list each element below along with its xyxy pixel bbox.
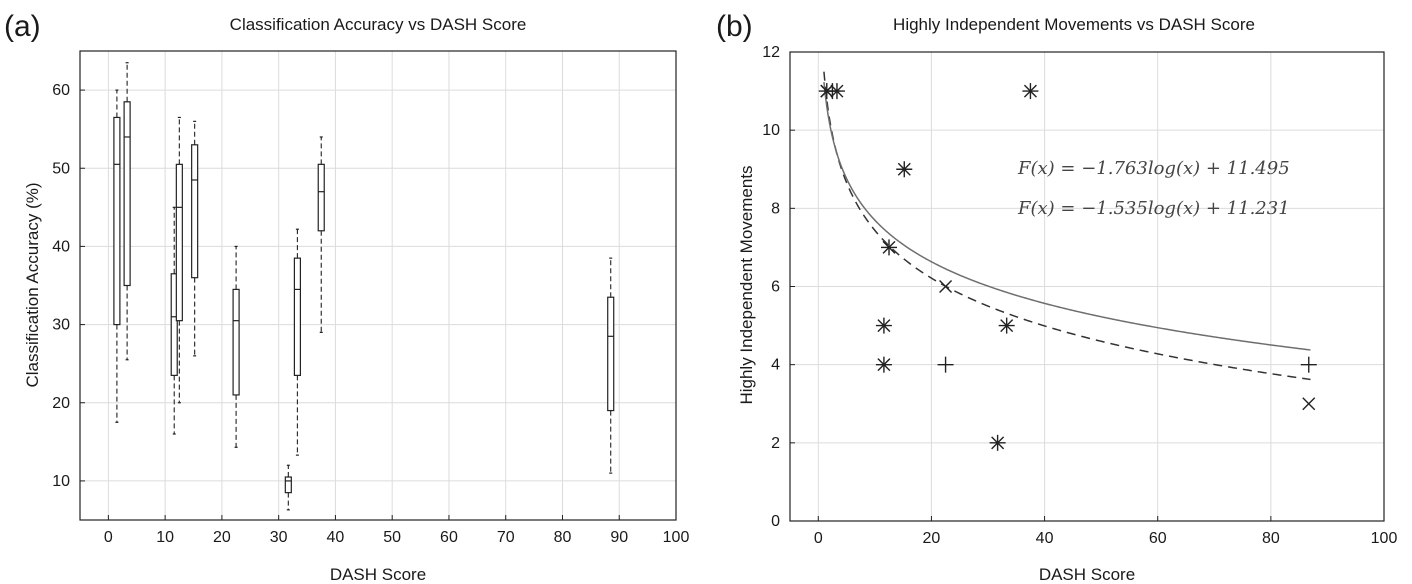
- box-plot: [175, 116, 183, 404]
- plus-marker: [1300, 356, 1317, 373]
- chart-b-y-tick-label: 8: [771, 200, 780, 217]
- chart-b-y-tick-label: 6: [771, 279, 780, 296]
- chart-a-x-axis-label: DASH Score: [330, 565, 426, 584]
- box-iqr: [293, 257, 301, 376]
- box-plot: [170, 206, 178, 435]
- box-iqr: [170, 273, 178, 376]
- chart-a-x-tick-label: 0: [104, 529, 113, 546]
- chart-a-y-tick-label: 60: [52, 82, 70, 99]
- chart-b-y-axis-label: Highly Independent Movements: [737, 165, 756, 404]
- box-iqr: [232, 288, 240, 396]
- chart-a-y-tick-label: 10: [52, 473, 70, 490]
- chart-a-y-tick-label: 40: [52, 238, 70, 255]
- chart-a-x-tick-label: 30: [270, 529, 288, 546]
- plus-marker: [937, 356, 954, 373]
- chart-a-x-tick-label: 60: [440, 529, 458, 546]
- chart-a-x-tick-label: 100: [663, 529, 690, 546]
- box-plot: [232, 245, 240, 448]
- asterisk-marker: [998, 317, 1015, 334]
- chart-a-plot-frame: [79, 50, 677, 521]
- box-plot: [284, 464, 292, 511]
- asterisk-marker: [896, 161, 913, 178]
- box-iqr: [191, 144, 199, 279]
- box-iqr: [175, 163, 183, 322]
- box-plot: [113, 89, 121, 423]
- chart-b-x-tick-label: 60: [1149, 530, 1167, 547]
- box-iqr: [607, 296, 615, 412]
- asterisk-marker: [875, 356, 892, 373]
- chart-a-y-tick-label: 20: [52, 395, 70, 412]
- chart-b-x-axis-label: DASH Score: [1039, 565, 1135, 584]
- chart-b-y-tick-label: 10: [762, 122, 780, 139]
- plus-marker: [824, 83, 841, 100]
- chart-b-title: Highly Independent Movements vs DASH Sco…: [893, 15, 1255, 34]
- chart-a-title: Classification Accuracy vs DASH Score: [230, 15, 527, 34]
- chart-a-x-tick-label: 20: [213, 529, 231, 546]
- fit-label-solid: F(x) = −1.535log(x) + 11.231: [1017, 198, 1290, 219]
- box-plot: [607, 257, 615, 474]
- x-marker: [1302, 397, 1316, 411]
- chart-a-x-tick-label: 40: [327, 529, 345, 546]
- chart-b-y-tick-label: 0: [771, 513, 780, 530]
- chart-a-y-tick-label: 30: [52, 317, 70, 334]
- chart-a-x-tick-label: 80: [554, 529, 572, 546]
- fit-curve-dashed: [823, 71, 1311, 381]
- panel-label-a: (a): [4, 10, 41, 43]
- box-iqr: [317, 163, 325, 232]
- panel-a: (a) Classification Accuracy vs DASH Scor…: [4, 10, 689, 584]
- chart-b-x-tick-label: 0: [814, 530, 823, 547]
- chart-b-x-tick-label: 20: [923, 530, 941, 547]
- asterisk-marker: [989, 434, 1006, 451]
- chart-a-y-axis-label: Classification Accuracy (%): [23, 182, 42, 387]
- chart-a-x-tick-label: 70: [497, 529, 515, 546]
- asterisk-marker: [875, 317, 892, 334]
- chart-a-y-tick-label: 50: [52, 160, 70, 177]
- asterisk-marker: [881, 239, 897, 256]
- fit-label-dashed: F(x) = −1.763log(x) + 11.495: [1017, 158, 1290, 179]
- chart-b-y-tick-label: 2: [771, 435, 780, 452]
- chart-b-x-tick-label: 40: [1036, 530, 1054, 547]
- box-plot: [123, 62, 131, 361]
- chart-b-x-tick-label: 80: [1262, 530, 1280, 547]
- box-iqr: [284, 476, 292, 494]
- box-plot: [293, 228, 301, 456]
- chart-a-x-tick-label: 10: [156, 529, 174, 546]
- box-iqr: [123, 101, 131, 287]
- chart-b-y-tick-label: 12: [762, 44, 780, 61]
- box-iqr: [113, 116, 121, 326]
- chart-a-x-tick-label: 50: [383, 529, 401, 546]
- chart-a-x-tick-label: 90: [610, 529, 628, 546]
- chart-b-y-tick-label: 4: [771, 357, 780, 374]
- fit-curve-solid: [823, 81, 1311, 351]
- box-plot: [317, 136, 325, 333]
- box-plot: [191, 120, 199, 357]
- chart-b-x-tick-label: 100: [1371, 530, 1398, 547]
- x-marker: [939, 280, 953, 293]
- panel-b: (b) Highly Independent Movements vs DASH…: [716, 10, 1397, 584]
- asterisk-marker: [1022, 83, 1039, 100]
- panel-label-b: (b): [716, 10, 753, 43]
